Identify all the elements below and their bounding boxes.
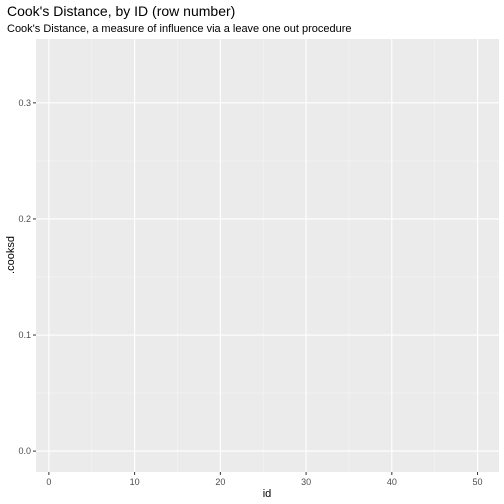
x-tick-label: 0 [46, 477, 51, 487]
y-tick-label: 0.2 [18, 214, 31, 224]
minor-gridlines [36, 39, 499, 472]
x-tick-label: 30 [301, 477, 311, 487]
x-axis: 0 10 20 30 40 50 [46, 472, 483, 487]
x-axis-title: id [263, 488, 272, 500]
plot-panel [36, 39, 499, 472]
y-axis: 0.0 0.1 0.2 0.3 [18, 98, 36, 456]
y-tick-label: 0.0 [18, 446, 31, 456]
major-gridlines [36, 39, 499, 472]
x-tick-label: 40 [387, 477, 397, 487]
x-tick-label: 20 [215, 477, 225, 487]
x-tick-label: 10 [130, 477, 140, 487]
y-tick-label: 0.1 [18, 330, 31, 340]
chart-subtitle: Cook's Distance, a measure of influence … [7, 23, 352, 35]
y-axis-title: .cooksd [5, 236, 17, 274]
y-tick-label: 0.3 [18, 98, 31, 108]
chart-title: Cook's Distance, by ID (row number) [7, 3, 235, 19]
x-tick-label: 50 [473, 477, 483, 487]
